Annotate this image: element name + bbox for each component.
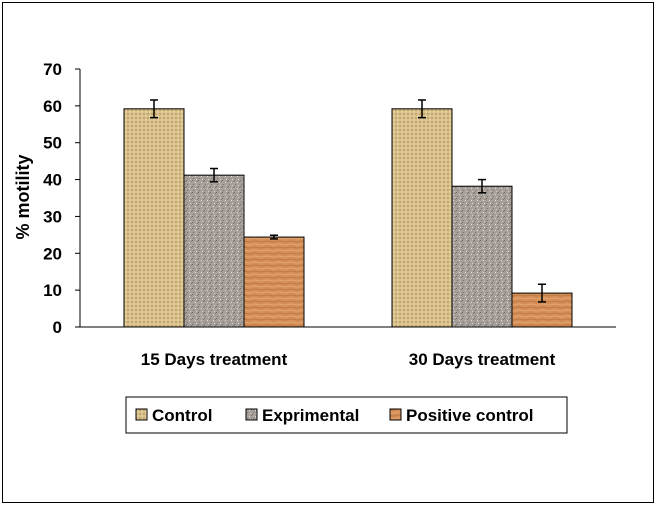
legend-item-positive-control: Positive control — [389, 406, 534, 425]
y-tick-label: 0 — [53, 318, 62, 337]
bar-exprimental — [183, 174, 245, 328]
legend-item-control: Control — [135, 406, 212, 425]
y-tick-label: 60 — [43, 97, 62, 116]
legend: Control Exprimental Positive control — [125, 396, 568, 434]
x-category-label: 15 Days treatment — [141, 350, 288, 369]
bar-control — [123, 108, 185, 328]
legend-label: Exprimental — [262, 406, 359, 425]
bar-control — [391, 108, 453, 328]
error-bar — [270, 234, 278, 240]
error-bar — [150, 99, 158, 119]
y-axis-label: % motility — [13, 154, 33, 239]
legend-swatch — [135, 408, 148, 421]
bar-positive-control — [243, 236, 305, 328]
y-tick-label: 20 — [43, 244, 62, 263]
legend-item-exprimental: Exprimental — [245, 406, 359, 425]
legend-box — [125, 396, 568, 434]
error-bar — [538, 283, 546, 303]
y-tick-label: 40 — [43, 171, 62, 190]
y-tick-label: 50 — [43, 134, 62, 153]
y-tick-label: 30 — [43, 207, 62, 226]
error-bar — [210, 167, 218, 183]
error-bar — [478, 178, 486, 194]
bar-exprimental — [451, 185, 513, 328]
error-bar — [418, 99, 426, 119]
y-tick-label: 70 — [43, 60, 62, 79]
x-category-label: 30 Days treatment — [409, 350, 556, 369]
legend-label: Positive control — [406, 406, 534, 425]
legend-label: Control — [152, 406, 212, 425]
legend-swatch — [389, 408, 402, 421]
y-tick-label: 10 — [43, 281, 62, 300]
legend-swatch — [245, 408, 258, 421]
